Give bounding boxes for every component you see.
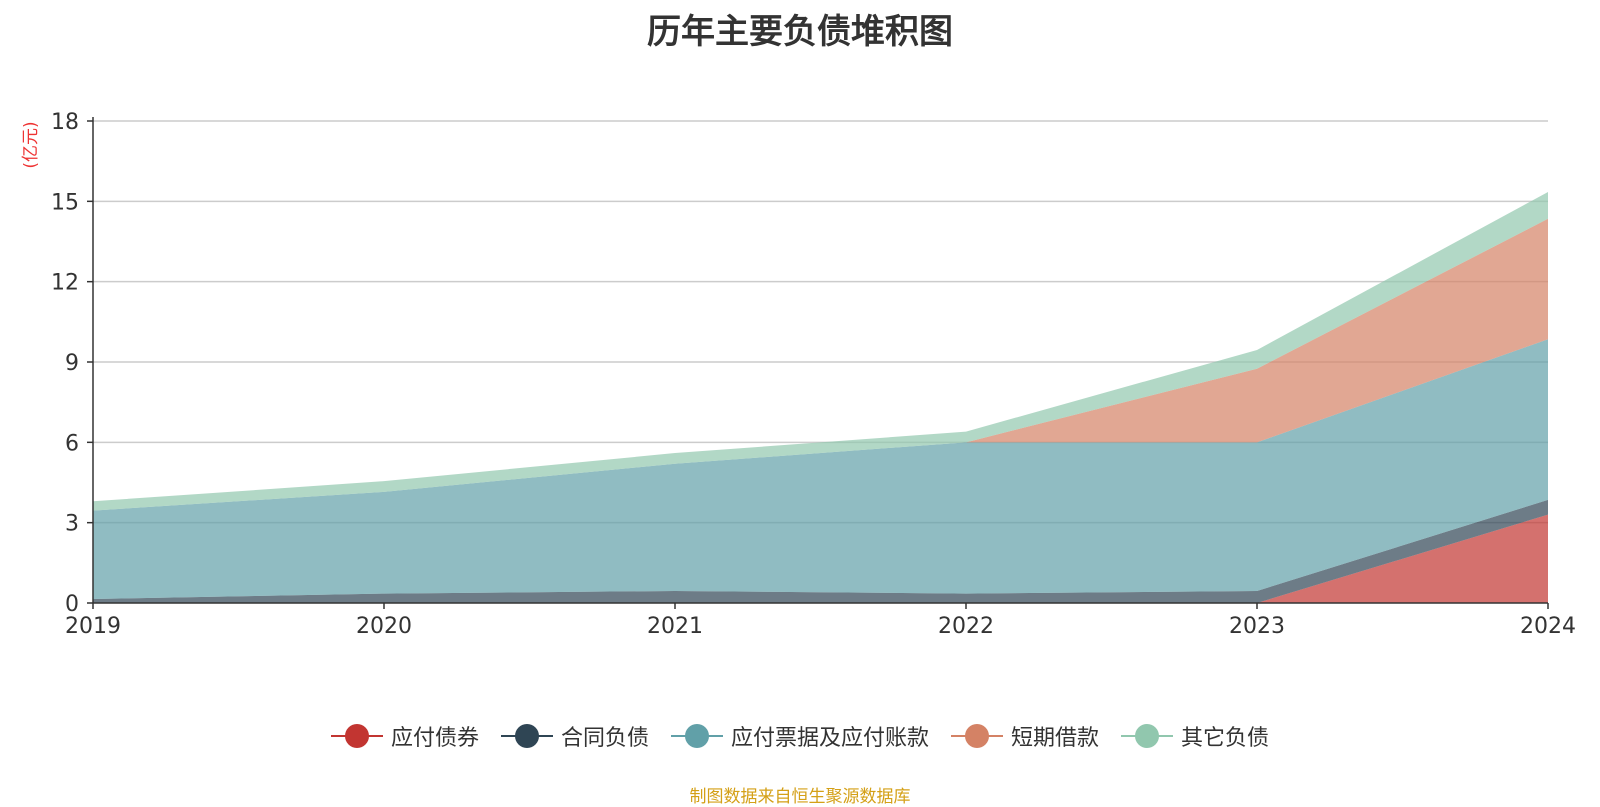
- y-tick-label-1: 3: [65, 512, 79, 537]
- legend-item-0[interactable]: 应付债券: [330, 720, 479, 752]
- legend-marker-icon: [951, 724, 1003, 748]
- x-tick-label-4: 2023: [1229, 614, 1285, 639]
- legend-item-1[interactable]: 合同负债: [500, 720, 649, 752]
- area-series-2: [93, 339, 1548, 599]
- area-series-0: [93, 514, 1548, 603]
- area-series: [93, 191, 1548, 603]
- legend-marker-icon: [330, 724, 383, 748]
- stacked-area-chart: 0 3 6 9 12 15 18 2019 2020 2021 2022 2023 2024 (亿元): [21, 110, 1576, 639]
- legend-marker-icon: [1121, 724, 1174, 748]
- x-tick-label-3: 2022: [938, 614, 994, 639]
- y-axis-unit-label: (亿元): [21, 121, 41, 168]
- legend: 应付债券 合同负债 应付票据及应付账款 短期借款 其它负债: [0, 720, 1600, 752]
- y-tick-label-2: 6: [65, 431, 79, 456]
- chart-title: 历年主要负债堆积图: [647, 12, 953, 52]
- x-tick-label-2: 2021: [647, 614, 703, 639]
- y-tick-label-4: 12: [51, 271, 79, 296]
- legend-item-3[interactable]: 短期借款: [951, 720, 1099, 752]
- x-tick-label-1: 2020: [356, 614, 412, 639]
- legend-label: 合同负债: [560, 726, 649, 751]
- area-series-3: [93, 218, 1548, 511]
- y-tick-label-6: 18: [51, 110, 79, 135]
- legend-marker-icon: [500, 724, 553, 748]
- legend-label: 短期借款: [1011, 726, 1100, 751]
- y-tick-label-0: 0: [65, 592, 79, 617]
- x-tick-label-5: 2024: [1520, 614, 1576, 639]
- area-series-4: [93, 191, 1548, 511]
- y-tick-label-5: 15: [51, 190, 79, 215]
- source-note: 制图数据来自恒生聚源数据库: [689, 787, 911, 807]
- legend-label: 应付票据及应付账款: [730, 726, 929, 751]
- legend-marker-icon: [670, 724, 723, 748]
- legend-label: 应付债券: [390, 726, 479, 751]
- axes: 0 3 6 9 12 15 18 2019 2020 2021 2022 2023 2024: [51, 110, 1576, 639]
- legend-item-4[interactable]: 其它负债: [1121, 720, 1269, 752]
- x-tick-label-0: 2019: [65, 614, 121, 639]
- legend-label: 其它负债: [1181, 726, 1270, 751]
- legend-item-2[interactable]: 应付票据及应付账款: [670, 720, 929, 752]
- y-tick-label-3: 9: [65, 351, 79, 376]
